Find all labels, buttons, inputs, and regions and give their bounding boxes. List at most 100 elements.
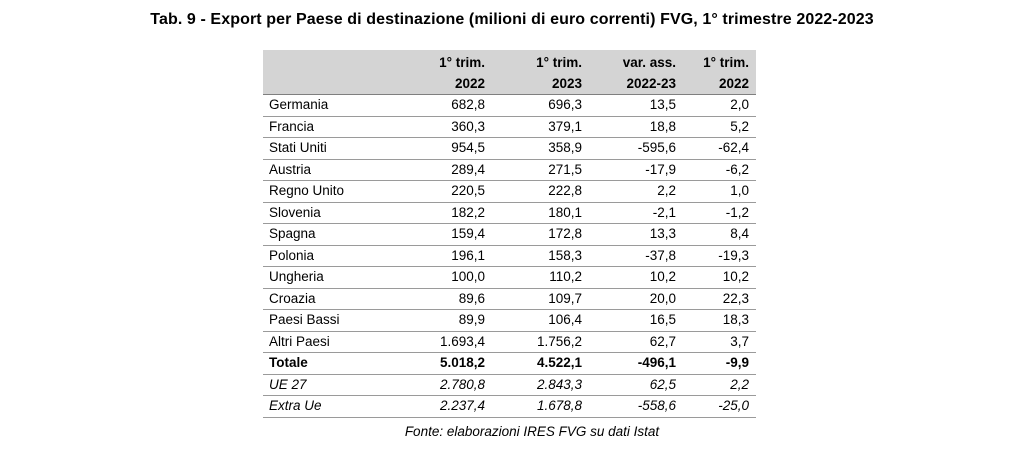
row-label: Polonia (263, 245, 392, 267)
table-cell: 5.018,2 (392, 352, 492, 375)
table-cell: 1.756,2 (492, 331, 589, 353)
table-cell: 1,0 (683, 180, 756, 203)
table-cell: 2.780,8 (392, 374, 492, 396)
table-cell: -1,2 (683, 202, 756, 224)
table-cell: -37,8 (589, 245, 683, 267)
table-row: Spagna 159,4 172,8 13,3 8,4 (263, 223, 756, 246)
table-cell: 159,4 (392, 223, 492, 246)
row-label: Austria (263, 159, 392, 181)
table-cell: 2.237,4 (392, 395, 492, 418)
table-cell: -19,3 (683, 245, 756, 267)
aggregate-row: Extra Ue 2.237,4 1.678,8 -558,6 -25,0 (263, 395, 756, 418)
table-row: Altri Paesi 1.693,4 1.756,2 62,7 3,7 (263, 331, 756, 353)
table-cell: 182,2 (392, 202, 492, 224)
table-cell: 696,3 (492, 94, 589, 117)
table-row: Regno Unito 220,5 222,8 2,2 1,0 (263, 180, 756, 203)
table-cell: 220,5 (392, 180, 492, 203)
table-row: Slovenia 182,2 180,1 -2,1 -1,2 (263, 202, 756, 224)
table-cell: 5,2 (683, 116, 756, 138)
table-cell: 20,0 (589, 288, 683, 310)
table-cell: 13,3 (589, 223, 683, 246)
table-row: Austria 289,4 271,5 -17,9 -6,2 (263, 159, 756, 181)
header-cell: 1° trim. (492, 50, 589, 74)
row-label: Ungheria (263, 266, 392, 289)
row-label: Regno Unito (263, 180, 392, 203)
table-cell: -17,9 (589, 159, 683, 181)
table-body: Germania 682,8 696,3 13,5 2,0 Francia 360,3 379… (263, 94, 756, 418)
table-cell: 379,1 (492, 116, 589, 138)
row-label: Stati Uniti (263, 137, 392, 160)
table-cell: 158,3 (492, 245, 589, 267)
table-cell: 271,5 (492, 159, 589, 181)
table-cell: 106,4 (492, 309, 589, 332)
table-cell: 2,2 (683, 374, 756, 396)
row-label: Totale (263, 352, 392, 375)
header-cell: 2022 (392, 74, 492, 95)
table-row: Francia 360,3 379,1 18,8 5,2 (263, 116, 756, 138)
table-cell: 1.678,8 (492, 395, 589, 418)
table-row: Paesi Bassi 89,9 106,4 16,5 18,3 (263, 309, 756, 332)
table-cell: 222,8 (492, 180, 589, 203)
header-row-2: 2022 2023 2022-23 2022 (263, 74, 756, 95)
table-row: Stati Uniti 954,5 358,9 -595,6 -62,4 (263, 137, 756, 160)
export-table: 1° trim. 1° trim. var. ass. 1° trim. 202… (263, 50, 756, 418)
table-cell: 358,9 (492, 137, 589, 160)
row-label: Germania (263, 94, 392, 117)
table-cell: 8,4 (683, 223, 756, 246)
row-label: Paesi Bassi (263, 309, 392, 332)
table-cell: 89,6 (392, 288, 492, 310)
table-cell: 62,5 (589, 374, 683, 396)
header-row-1: 1° trim. 1° trim. var. ass. 1° trim. (263, 50, 756, 74)
table-cell: 954,5 (392, 137, 492, 160)
row-label: Francia (263, 116, 392, 138)
table-cell: -496,1 (589, 352, 683, 375)
header-cell: var. ass. (589, 50, 683, 74)
header-cell: 2022 (683, 74, 756, 95)
row-label: Altri Paesi (263, 331, 392, 353)
table-cell: 2,2 (589, 180, 683, 203)
header-cell: 2022-23 (589, 74, 683, 95)
table-cell: -9,9 (683, 352, 756, 375)
table-cell: 110,2 (492, 266, 589, 289)
header-cell: 2023 (492, 74, 589, 95)
table-cell: 2.843,3 (492, 374, 589, 396)
table-cell: 89,9 (392, 309, 492, 332)
table-cell: -558,6 (589, 395, 683, 418)
header-cell (263, 74, 392, 95)
row-label: Extra Ue (263, 395, 392, 418)
table-title: Tab. 9 - Export per Paese di destinazion… (150, 11, 874, 28)
table-cell: 109,7 (492, 288, 589, 310)
table-cell: 360,3 (392, 116, 492, 138)
table-cell: 62,7 (589, 331, 683, 353)
table-cell: 196,1 (392, 245, 492, 267)
table-cell: 172,8 (492, 223, 589, 246)
header-cell: 1° trim. (683, 50, 756, 74)
table-row: Croazia 89,6 109,7 20,0 22,3 (263, 288, 756, 310)
table-cell: 1.693,4 (392, 331, 492, 353)
table-cell: 2,0 (683, 94, 756, 117)
table-cell: 18,3 (683, 309, 756, 332)
table-cell: 3,7 (683, 331, 756, 353)
row-label: Croazia (263, 288, 392, 310)
table-header: 1° trim. 1° trim. var. ass. 1° trim. 202… (263, 50, 756, 95)
source-note: Fonte: elaborazioni IRES FVG su dati Ist… (404, 424, 660, 439)
row-label: Spagna (263, 223, 392, 246)
header-cell: 1° trim. (392, 50, 492, 74)
table-cell: 10,2 (589, 266, 683, 289)
table-cell: 22,3 (683, 288, 756, 310)
table-cell: 180,1 (492, 202, 589, 224)
table-cell: 13,5 (589, 94, 683, 117)
aggregate-row: UE 27 2.780,8 2.843,3 62,5 2,2 (263, 374, 756, 396)
total-row: Totale 5.018,2 4.522,1 -496,1 -9,9 (263, 352, 756, 375)
table-cell: 18,8 (589, 116, 683, 138)
table-cell: -25,0 (683, 395, 756, 418)
table-cell: -6,2 (683, 159, 756, 181)
table-cell: 100,0 (392, 266, 492, 289)
table-row: Germania 682,8 696,3 13,5 2,0 (263, 94, 756, 117)
header-cell (263, 50, 392, 74)
table-cell: -2,1 (589, 202, 683, 224)
table-cell: -62,4 (683, 137, 756, 160)
table-row: Ungheria 100,0 110,2 10,2 10,2 (263, 266, 756, 289)
table-cell: -595,6 (589, 137, 683, 160)
table-cell: 10,2 (683, 266, 756, 289)
